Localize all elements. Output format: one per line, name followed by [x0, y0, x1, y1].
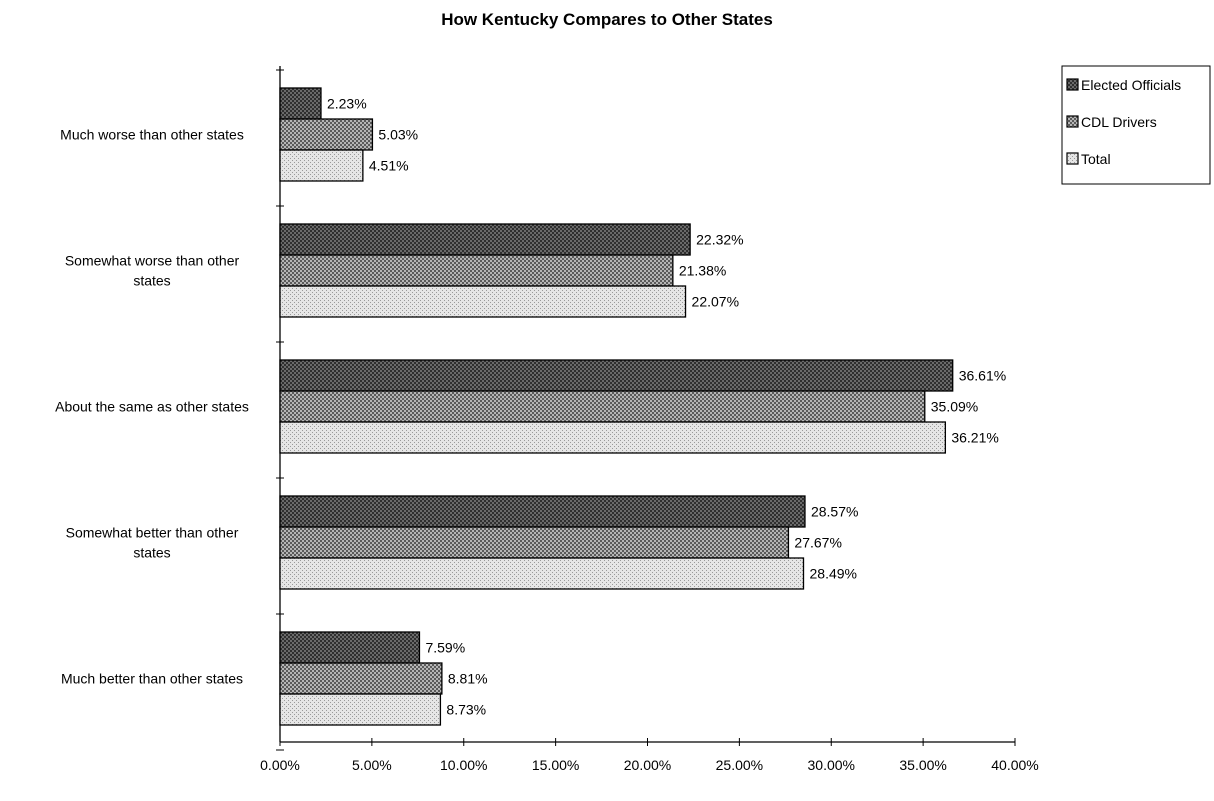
- bar-elected-officials: [279, 223, 691, 256]
- x-tick-label: 35.00%: [899, 757, 946, 773]
- bar-elected-officials: [279, 495, 806, 528]
- data-label: 8.73%: [446, 702, 486, 718]
- x-tick-label: 5.00%: [352, 757, 392, 773]
- bar-cdl-drivers: [279, 254, 674, 287]
- category-label: Much worse than other states: [60, 127, 244, 143]
- category-label: Somewhat better than other: [66, 525, 239, 541]
- bar-cdl-drivers: [279, 390, 926, 423]
- x-tick-label: 15.00%: [532, 757, 579, 773]
- bar-total: [279, 557, 805, 590]
- x-tick-label: 20.00%: [624, 757, 671, 773]
- data-label: 21.38%: [679, 263, 726, 279]
- data-label: 27.67%: [794, 535, 841, 551]
- legend-label: Total: [1081, 151, 1111, 167]
- category-label: states: [133, 545, 170, 561]
- bar-total: [279, 693, 442, 726]
- x-tick-label: 0.00%: [260, 757, 300, 773]
- data-label: 5.03%: [378, 127, 418, 143]
- legend-box: [1061, 65, 1211, 185]
- bar-cdl-drivers: [279, 118, 374, 151]
- bar-total: [279, 149, 364, 182]
- x-tick-label: 25.00%: [716, 757, 763, 773]
- category-label: About the same as other states: [55, 399, 249, 415]
- data-label: 8.81%: [448, 671, 488, 687]
- data-label: 4.51%: [369, 158, 409, 174]
- bar-total: [279, 421, 947, 454]
- x-tick-label: 40.00%: [991, 757, 1038, 773]
- bar-total: [279, 285, 687, 318]
- data-label: 2.23%: [327, 96, 367, 112]
- legend: Elected Officials CDL Drivers Total: [1061, 65, 1211, 185]
- legend-swatch: [1066, 78, 1079, 91]
- bar-cdl-drivers: [279, 662, 443, 695]
- plot-area: 0.00% 5.00% 10.00% 15.00% 20.00% 25.00% 30.00%…: [55, 66, 1039, 773]
- data-label: 28.49%: [810, 566, 857, 582]
- legend-label: Elected Officials: [1081, 77, 1181, 93]
- data-label: 22.32%: [696, 232, 743, 248]
- data-label: 36.21%: [951, 430, 998, 446]
- bar-elected-officials: [279, 87, 322, 120]
- legend-label: CDL Drivers: [1081, 114, 1157, 130]
- data-label: 35.09%: [931, 399, 978, 415]
- bar-elected-officials: [279, 359, 954, 392]
- x-tick-label: 10.00%: [440, 757, 487, 773]
- legend-swatch: [1066, 115, 1079, 128]
- bar-cdl-drivers: [279, 526, 790, 559]
- data-label: 28.57%: [811, 504, 858, 520]
- category-label: Somewhat worse than other: [65, 253, 240, 269]
- data-label: 7.59%: [425, 640, 465, 656]
- category-label: Much better than other states: [61, 671, 243, 687]
- chart-title: How Kentucky Compares to Other States: [441, 10, 773, 29]
- legend-swatch: [1066, 152, 1079, 165]
- category-label: states: [133, 273, 170, 289]
- data-label: 22.07%: [692, 294, 739, 310]
- x-tick-label: 30.00%: [808, 757, 855, 773]
- bar-elected-officials: [279, 631, 421, 664]
- data-label: 36.61%: [959, 368, 1006, 384]
